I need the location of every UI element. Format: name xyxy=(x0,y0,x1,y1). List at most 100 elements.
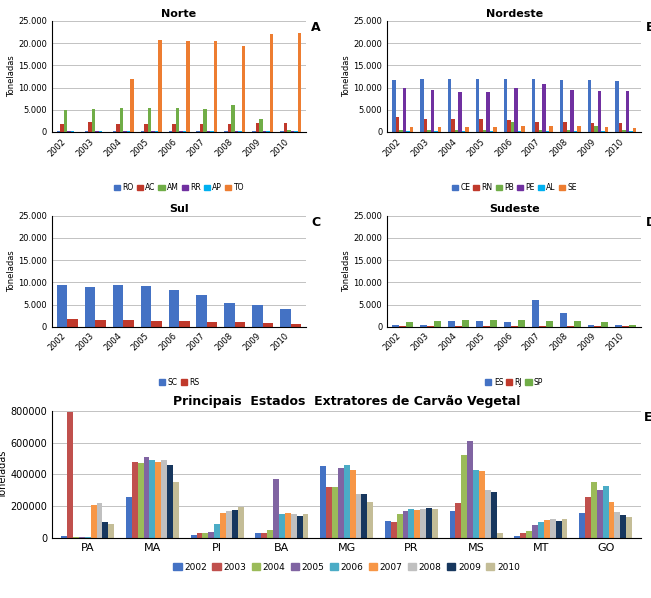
Bar xyxy=(615,81,619,132)
Bar xyxy=(225,303,235,327)
Bar xyxy=(542,84,546,132)
Bar xyxy=(186,41,189,132)
Bar xyxy=(549,126,553,132)
Y-axis label: Toneladas: Toneladas xyxy=(342,251,351,292)
Bar xyxy=(61,536,67,538)
Legend: RO, AC, AM, RR, AP, TO: RO, AC, AM, RR, AP, TO xyxy=(111,180,247,195)
Bar xyxy=(298,33,301,132)
Text: B: B xyxy=(646,21,651,34)
Bar xyxy=(467,441,473,538)
Bar xyxy=(96,503,102,538)
Bar xyxy=(462,455,467,538)
Bar xyxy=(490,319,497,327)
Bar xyxy=(566,130,570,132)
Legend: SC, RS: SC, RS xyxy=(156,375,202,390)
Title: Principais  Estados  Extratores de Carvão Vegetal: Principais Estados Extratores de Carvão … xyxy=(173,395,520,408)
Bar xyxy=(120,108,123,132)
Title: Norte: Norte xyxy=(161,9,197,19)
Bar xyxy=(556,521,562,538)
Bar xyxy=(253,306,263,327)
Bar xyxy=(89,122,92,132)
Bar xyxy=(361,495,367,538)
Y-axis label: Toneladas: Toneladas xyxy=(7,56,16,97)
Bar xyxy=(483,130,486,132)
Bar xyxy=(85,130,89,132)
Bar xyxy=(450,511,456,538)
Bar xyxy=(626,517,632,538)
Bar xyxy=(514,536,520,538)
Bar xyxy=(577,126,581,132)
Bar xyxy=(176,108,179,132)
Bar xyxy=(102,522,108,538)
Bar xyxy=(156,462,161,538)
Bar xyxy=(141,130,144,132)
Bar xyxy=(396,117,399,132)
Bar xyxy=(280,130,284,132)
Bar xyxy=(279,514,285,538)
Bar xyxy=(123,319,133,327)
Bar xyxy=(326,487,332,538)
Bar xyxy=(591,483,597,538)
Bar xyxy=(455,130,458,132)
Bar xyxy=(61,124,64,132)
Bar xyxy=(587,80,591,132)
Bar xyxy=(408,509,414,538)
Bar xyxy=(544,520,549,538)
Bar xyxy=(253,130,256,132)
Bar xyxy=(462,131,465,132)
Bar xyxy=(479,120,483,132)
Bar xyxy=(141,286,151,327)
Bar xyxy=(391,522,396,538)
Bar xyxy=(392,80,396,132)
Bar xyxy=(113,130,117,132)
Bar xyxy=(92,109,95,132)
Bar xyxy=(232,510,238,538)
Bar xyxy=(355,493,361,538)
Bar xyxy=(507,120,511,132)
Bar xyxy=(350,469,355,538)
Bar xyxy=(421,509,426,538)
Bar xyxy=(598,91,602,132)
Bar xyxy=(532,300,538,327)
Bar xyxy=(297,516,303,538)
Bar xyxy=(261,533,267,538)
Bar xyxy=(332,487,338,538)
Bar xyxy=(538,130,542,132)
Bar xyxy=(630,131,633,132)
Bar xyxy=(79,536,85,538)
Bar xyxy=(594,126,598,132)
Bar xyxy=(197,130,200,132)
Bar xyxy=(452,120,455,132)
Bar xyxy=(256,123,259,132)
Bar xyxy=(402,89,406,132)
Bar xyxy=(214,41,217,132)
Bar xyxy=(291,514,297,538)
Bar xyxy=(591,123,594,132)
Bar xyxy=(235,322,245,327)
Bar xyxy=(448,78,452,132)
Bar xyxy=(420,78,424,132)
Bar xyxy=(603,486,609,538)
Bar xyxy=(493,127,497,132)
Bar xyxy=(560,313,566,327)
Bar xyxy=(427,130,430,132)
Y-axis label: Toneladas: Toneladas xyxy=(0,450,8,499)
Bar xyxy=(609,502,615,538)
Bar xyxy=(448,321,455,327)
Bar xyxy=(549,519,556,538)
Bar xyxy=(238,507,243,538)
Bar xyxy=(518,320,525,327)
Bar xyxy=(504,322,511,327)
Bar xyxy=(479,471,485,538)
Bar xyxy=(113,285,123,327)
Bar xyxy=(424,118,427,132)
Bar xyxy=(420,325,427,327)
Bar xyxy=(191,535,197,538)
Bar xyxy=(602,131,605,132)
Bar xyxy=(95,319,106,327)
Bar xyxy=(514,89,518,132)
Bar xyxy=(434,321,441,327)
Bar xyxy=(90,505,96,538)
Bar xyxy=(585,497,591,538)
Bar xyxy=(520,533,526,538)
